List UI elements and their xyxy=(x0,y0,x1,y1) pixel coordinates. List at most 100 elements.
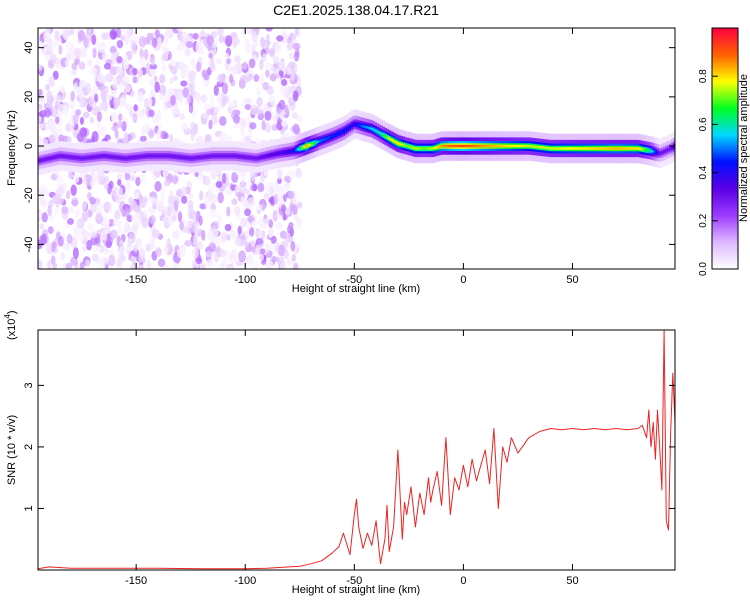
spectrogram-y-label: Frequency (Hz) xyxy=(6,110,18,186)
spectrogram-ridge-cell xyxy=(653,150,656,154)
spectrogram-noise-cell xyxy=(279,262,287,269)
spectrogram-noise-cell xyxy=(77,29,86,42)
spectrogram-ridge-cell xyxy=(250,156,254,160)
spectrogram-noise-cell xyxy=(41,44,49,55)
spectrogram-noise-cell xyxy=(97,83,106,91)
spectrogram-noise-cell xyxy=(82,135,88,145)
spectrogram-ridge-cell xyxy=(81,156,85,160)
spectrogram-noise-cell xyxy=(291,197,299,205)
spectrogram-noise-cell xyxy=(70,256,78,267)
spectrogram-ridge-cell xyxy=(336,132,340,136)
spectrogram-noise-cell xyxy=(269,47,275,58)
snr-y-tick-label: 3 xyxy=(23,382,35,388)
spectrogram-ridge-cell xyxy=(306,144,310,147)
spectrogram-noise-cell xyxy=(235,185,240,193)
spectrogram-ridge-cell xyxy=(428,147,431,150)
spectrogram-noise-cell xyxy=(150,57,156,66)
spectrogram-ridge-cell xyxy=(67,155,71,159)
spectrogram-ridge-cell xyxy=(505,144,509,148)
spectrogram-noise-cell xyxy=(130,40,137,50)
spectrogram-noise-cell xyxy=(113,97,121,108)
spectrogram-noise-cell xyxy=(219,116,227,127)
spectrogram-ridge-cell xyxy=(340,130,344,134)
spectrogram-ridge-cell xyxy=(452,144,455,148)
spectrogram-ridge-cell xyxy=(475,144,479,148)
spectrogram-noise-cell xyxy=(46,260,52,269)
spectrogram-ridge-cell xyxy=(147,154,151,158)
spectrogram-noise-cell xyxy=(49,124,57,136)
spectrogram-noise-cell xyxy=(58,44,63,55)
spectrogram-ridge-cell xyxy=(316,140,320,144)
spectrogram-ridge-cell xyxy=(495,144,499,148)
spectrogram-y-ticks: -40 -20 0 20 40 xyxy=(23,42,675,252)
spectrogram-noise-cell xyxy=(240,217,248,228)
spectrogram-noise-cell xyxy=(248,58,256,69)
spectrogram-ridge-cell xyxy=(426,147,429,150)
spectrogram-ridge-cell xyxy=(589,147,592,150)
spectrogram-noise-cell xyxy=(256,86,261,96)
spectrogram-ridge-cell xyxy=(318,139,322,143)
spectrogram-ridge-cell xyxy=(225,154,228,158)
spectrogram-noise-cell xyxy=(250,170,256,182)
spectrogram-noise-cell xyxy=(264,122,272,133)
spectrogram-y-tick-label: 20 xyxy=(23,91,35,103)
spectrogram-noise-cell xyxy=(67,218,74,225)
spectrogram-noise-cell xyxy=(117,120,123,129)
spectrogram-ridge-cell xyxy=(487,144,491,148)
spectrogram-noise-cell xyxy=(172,262,178,269)
spectrogram-noise-cell xyxy=(92,84,98,97)
spectrogram-noise-cell xyxy=(114,129,119,139)
spectrogram-noise-cell xyxy=(173,109,180,116)
spectrogram-noise-cell xyxy=(103,202,111,211)
spectrogram-noise-cell xyxy=(104,183,109,190)
spectrogram-ridge-cell xyxy=(384,135,387,138)
spectrogram-noise-cell xyxy=(55,116,60,124)
spectrogram-ridge-cell xyxy=(111,155,115,159)
spectrogram-noise-cell xyxy=(256,218,264,226)
spectrogram-noise-cell xyxy=(64,58,70,68)
spectrogram-noise-cell xyxy=(233,122,242,129)
spectrogram-noise-cell xyxy=(255,228,263,239)
spectrogram-noise-cell xyxy=(154,29,160,38)
spectrogram-ridge-cell xyxy=(623,147,626,150)
spectrogram-ridge-cell xyxy=(545,146,549,150)
spectrogram-noise-cell xyxy=(94,93,99,103)
spectrogram-noise-cell xyxy=(276,168,283,180)
spectrogram-noise-cell xyxy=(264,62,272,71)
spectrogram-noise-cell xyxy=(213,252,220,263)
spectrogram-noise-cell xyxy=(133,104,138,112)
spectrogram-ridge-cell xyxy=(573,147,577,150)
spectrogram-ridge-cell xyxy=(278,151,282,155)
spectrogram-noise-cell xyxy=(256,204,262,212)
spectrogram-ridge-cell xyxy=(77,156,81,160)
spectrogram-ridge-cell xyxy=(282,151,286,154)
spectrogram-noise-cell xyxy=(296,201,303,209)
spectrogram-noise-cell xyxy=(154,181,162,192)
spectrogram-ridge-cell xyxy=(107,155,111,158)
spectrogram-ridge-cell xyxy=(448,144,451,148)
colorbar-tick-label: 0.0 xyxy=(698,262,709,276)
spectrogram-noise-cell xyxy=(269,73,277,82)
spectrogram-ridge-cell xyxy=(219,154,222,158)
spectrogram-noise-cell xyxy=(47,226,54,235)
spectrogram-noise-cell xyxy=(147,97,153,109)
spectrogram-noise-cell xyxy=(114,209,121,221)
spectrogram-noise-cell xyxy=(187,70,196,82)
spectrogram-ridge-cell xyxy=(659,152,662,155)
spectrogram-noise-cell xyxy=(72,247,79,259)
spectrogram-noise-cell xyxy=(120,94,126,106)
spectrogram-noise-cell xyxy=(180,42,186,51)
spectrogram-noise-cell xyxy=(115,187,124,198)
spectrogram-y-tick-label: 40 xyxy=(23,42,35,54)
spectrogram-ridge-cell xyxy=(223,154,226,158)
spectrogram-ridge-cell xyxy=(151,154,155,158)
spectrogram-noise-cell xyxy=(60,252,66,261)
spectrogram-ridge-cell xyxy=(63,155,67,158)
spectrogram-ridge-cell xyxy=(69,155,73,159)
spectrogram-ridge-cell xyxy=(356,123,360,127)
spectrogram-noise-cell xyxy=(257,253,264,262)
spectrogram-ridge-cell xyxy=(290,149,294,153)
spectrogram-noise-cell xyxy=(272,55,280,65)
spectrogram-ridge-cell xyxy=(661,151,664,154)
spectrogram-noise-cell xyxy=(291,112,298,119)
